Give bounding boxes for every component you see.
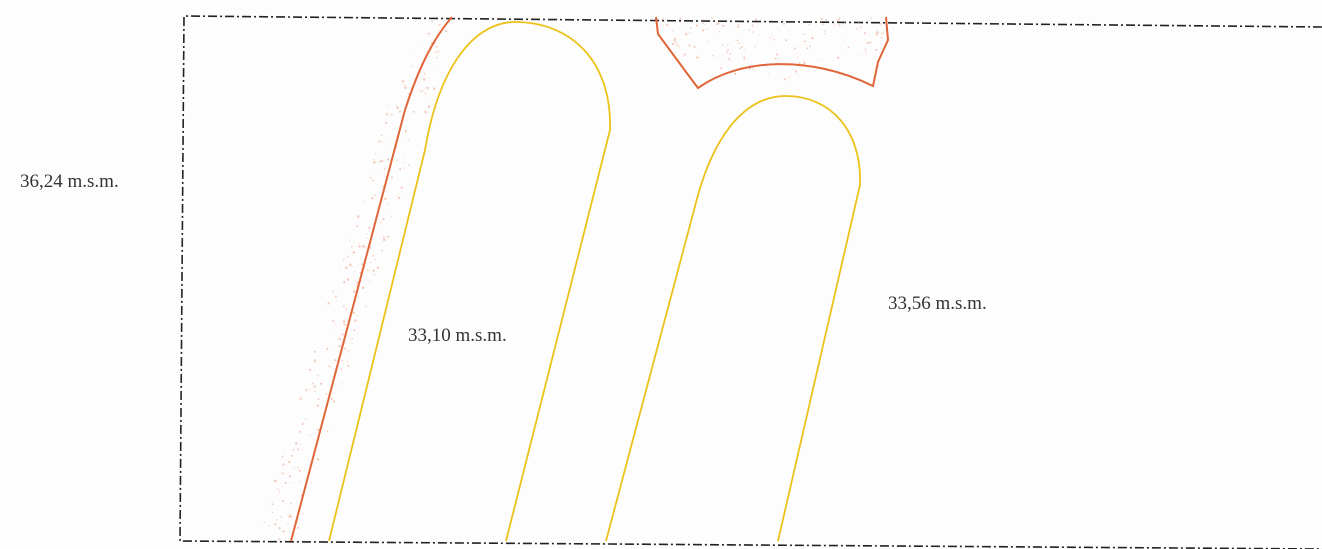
excavation-speckle <box>258 16 885 541</box>
elevation-label-right: 33,56 m.s.m. <box>888 293 987 314</box>
contour-line-right <box>605 95 861 542</box>
elevation-label-left: 36,24 m.s.m. <box>20 171 119 192</box>
site-boundary <box>179 15 1322 549</box>
excavation-edge-left <box>290 16 453 542</box>
excavation-edge-top <box>655 16 890 90</box>
elevation-label-center: 33,10 m.s.m. <box>408 325 507 346</box>
contour-line-left <box>328 21 611 542</box>
